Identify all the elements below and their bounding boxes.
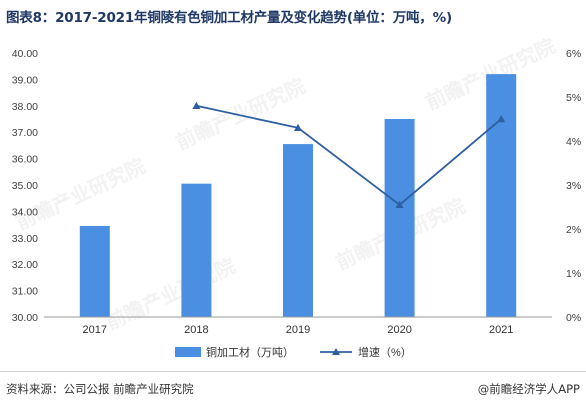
left-tick-label: 34.00: [12, 206, 38, 218]
left-tick-label: 32.00: [12, 259, 38, 271]
right-tick-label: 4%: [566, 136, 581, 148]
right-tick-label: 2%: [566, 224, 581, 236]
left-tick-label: 38.00: [12, 101, 38, 113]
bar-2018: [181, 183, 212, 317]
right-tick-label: 6%: [566, 48, 581, 60]
growth-line: [196, 104, 502, 206]
bar-2017: [79, 225, 110, 317]
legend-bar-swatch: [175, 347, 201, 357]
watermark-text: 前瞻产业研究院: [102, 254, 239, 335]
left-tick-label: 36.00: [12, 154, 38, 166]
left-tick-label: 31.00: [12, 286, 38, 298]
legend-line-label: 增速（%）: [358, 345, 412, 359]
x-tick-label: 2021: [489, 324, 513, 336]
right-tick-label: 5%: [566, 92, 581, 104]
chart-title: 图表8：2017-2021年铜陵有色铜加工材产量及变化趋势(单位：万吨，%): [6, 10, 452, 26]
right-tick-label: 0%: [566, 312, 581, 324]
left-tick-label: 40.00: [12, 48, 38, 60]
watermark-text: 前瞻产业研究院: [172, 74, 309, 155]
source-note: 资料来源：公司公报 前瞻产业研究院: [6, 382, 194, 396]
left-tick-label: 37.00: [12, 127, 38, 139]
left-axis: 30.00 31.00 32.00 33.00 34.00 35.00 36.00 37.00…: [12, 48, 38, 324]
left-tick-label: 30.00: [12, 312, 38, 324]
left-tick-label: 39.00: [12, 74, 38, 86]
x-tick-label: 2019: [286, 324, 310, 336]
growth-marker-2020: [395, 200, 404, 208]
bar-2020: [384, 119, 415, 317]
x-tick-label: 2017: [83, 324, 107, 336]
watermark-text: 前瞻产业研究院: [12, 154, 149, 235]
bar-2019: [283, 144, 313, 317]
legend: 铜加工材（万吨） 增速（%）: [175, 345, 412, 359]
growth-marker-2018: [192, 101, 201, 109]
growth-marker-2021: [497, 115, 506, 123]
legend-bar-label: 铜加工材（万吨）: [206, 345, 294, 359]
x-tick-label: 2018: [184, 324, 208, 336]
brand-note: @前瞻经济学人APP: [477, 382, 580, 396]
left-tick-label: 35.00: [12, 180, 38, 192]
chart: 前瞻产业研究院前瞻产业研究院前瞻产业研究院前瞻产业研究院前瞻产业研究院 30.0…: [12, 34, 581, 359]
legend-line-marker: [332, 348, 340, 355]
right-tick-label: 3%: [566, 180, 581, 192]
right-axis: 0% 1% 2% 3% 4% 5% 6%: [566, 48, 581, 324]
left-tick-label: 33.00: [12, 233, 38, 245]
growth-marker-2019: [294, 123, 302, 131]
plot-area: [79, 74, 517, 318]
right-tick-label: 1%: [566, 268, 581, 280]
footer: 资料来源：公司公报 前瞻产业研究院 @前瞻经济学人APP: [0, 371, 586, 409]
x-tick-label: 2020: [387, 324, 411, 336]
bar-2021: [486, 74, 517, 318]
x-axis: 2017 2018 2019 2020 2021: [44, 316, 552, 336]
